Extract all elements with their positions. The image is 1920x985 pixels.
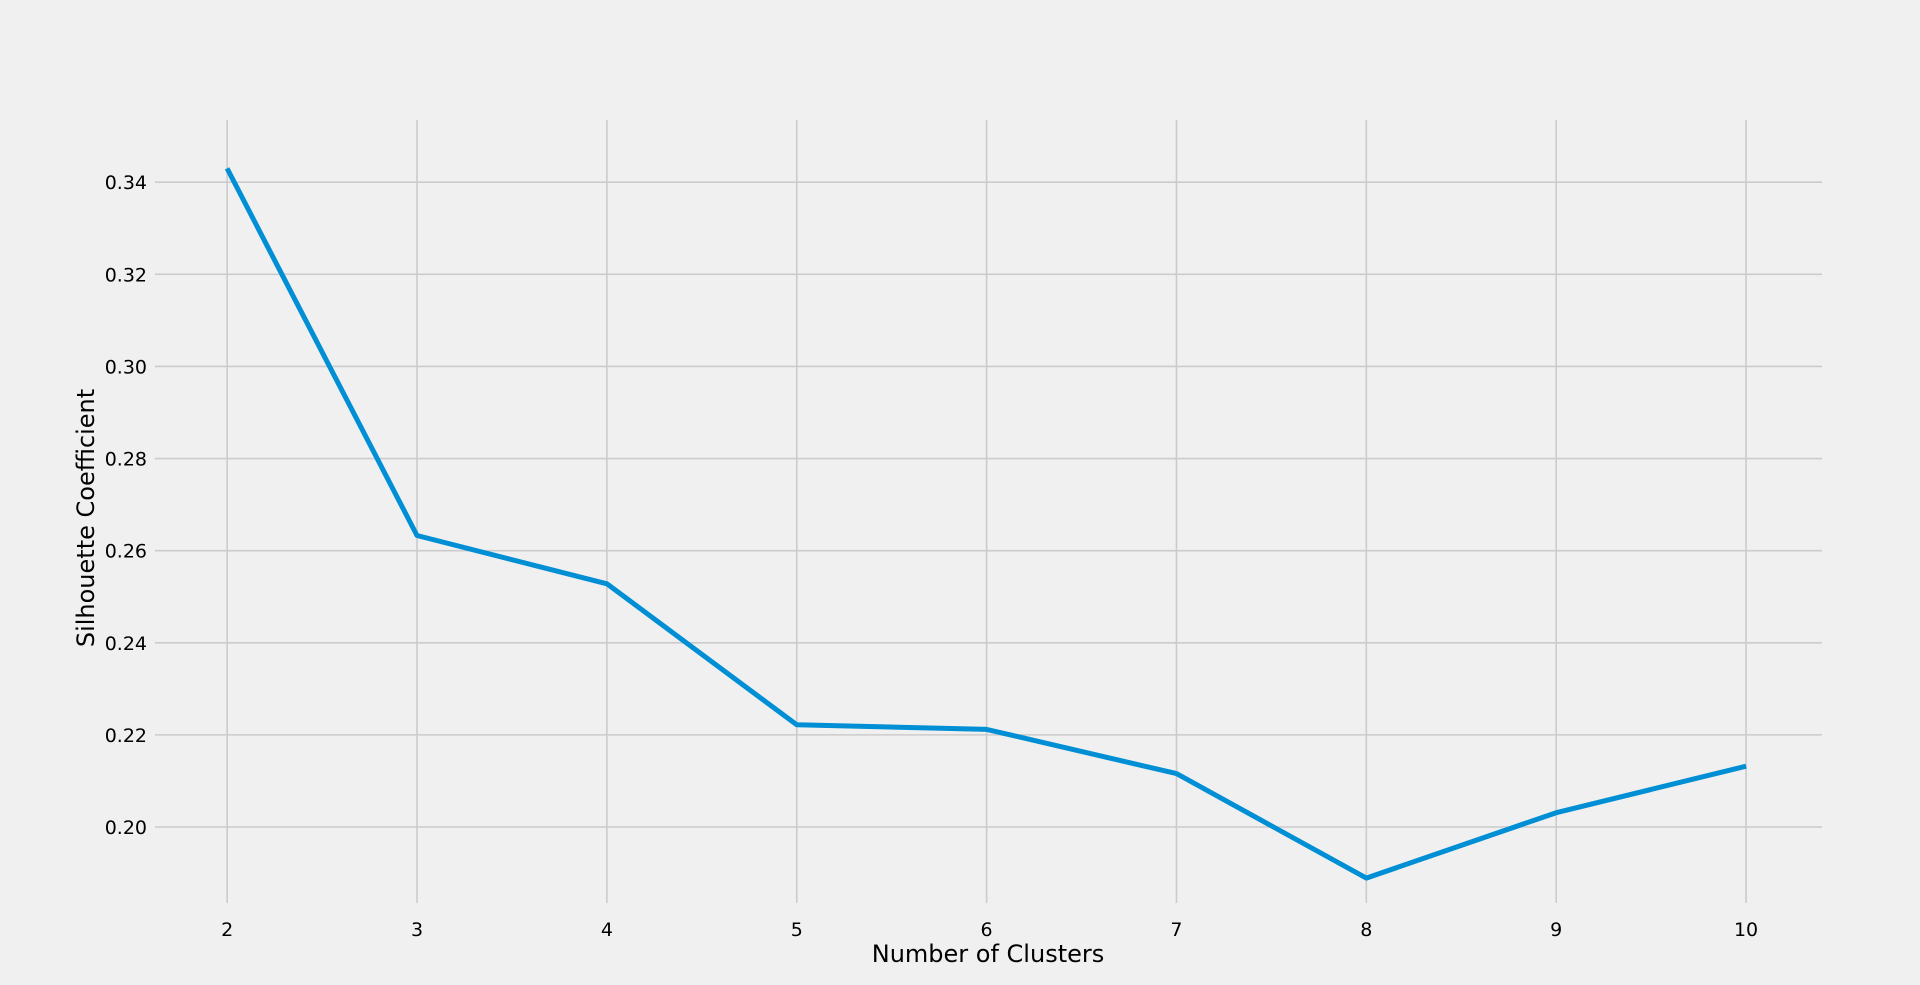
y-tick-label: 0.28 xyxy=(105,449,147,471)
y-tick-label: 0.34 xyxy=(105,172,147,194)
x-tick-label: 4 xyxy=(601,919,613,941)
y-tick-label: 0.22 xyxy=(105,725,147,747)
y-axis-label: Silhouette Coefficient xyxy=(72,389,100,647)
y-grid xyxy=(155,181,1822,828)
y-tick-labels: 0.20 0.22 0.24 0.26 0.28 0.30 0.32 0.34 xyxy=(105,172,147,839)
x-tick-label: 2 xyxy=(221,919,233,941)
x-tick-label: 8 xyxy=(1360,919,1372,941)
x-tick-labels: 2 3 4 5 6 7 8 9 10 xyxy=(221,919,1758,941)
y-tick-label: 0.20 xyxy=(105,817,147,839)
x-tick-label: 9 xyxy=(1550,919,1562,941)
y-tick-label: 0.24 xyxy=(105,633,147,655)
y-tick-label: 0.30 xyxy=(105,356,147,378)
x-tick-label: 5 xyxy=(791,919,803,941)
x-tick-label: 10 xyxy=(1734,919,1758,941)
series-layer xyxy=(224,167,1747,881)
x-grid xyxy=(226,120,1747,903)
x-tick-label: 3 xyxy=(411,919,423,941)
x-tick-label: 7 xyxy=(1170,919,1182,941)
y-tick-label: 0.32 xyxy=(105,264,147,286)
x-axis-label: Number of Clusters xyxy=(872,940,1105,968)
x-tick-label: 6 xyxy=(981,919,993,941)
y-tick-label: 0.26 xyxy=(105,541,147,563)
series-line-0 xyxy=(224,167,1747,881)
